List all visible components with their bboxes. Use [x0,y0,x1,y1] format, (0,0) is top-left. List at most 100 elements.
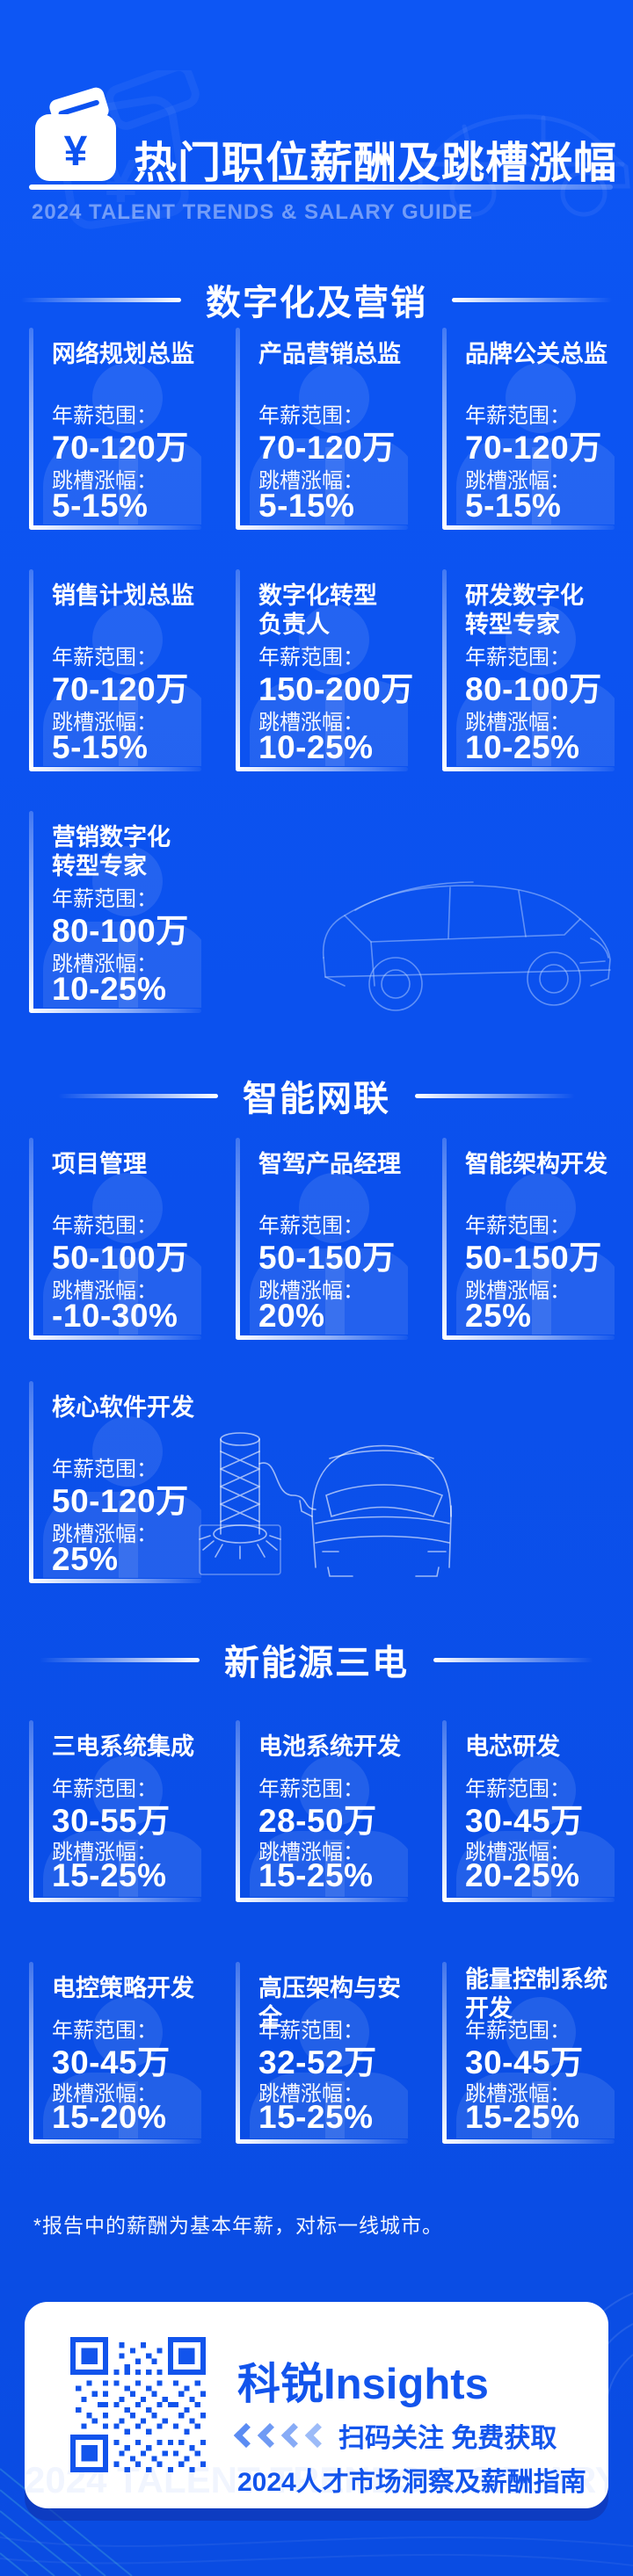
divider-line [21,297,181,302]
hop-value: 10-25% [465,729,580,765]
hop-label: 跳槽涨幅： [465,1279,571,1303]
person-silhouette-icon [449,1138,615,1335]
person-silhouette-icon [449,328,615,525]
salary-value: 32-52万 [258,2044,377,2080]
hop-value: 5-15% [258,488,355,524]
hop-label: 跳槽涨幅： [258,1841,364,1864]
car-watermark-icon [418,114,630,217]
page-subtitle: 2024 TALENT TRENDS & SALARY GUIDE [32,200,473,224]
scan-text: 扫码关注 免费获取 [338,2424,557,2453]
salary-label: 年薪范围： [465,646,571,669]
hop-label: 跳槽涨幅： [465,469,571,493]
salary-label: 年薪范围： [465,1777,571,1801]
hop-value: 20-25% [465,1857,580,1893]
corner-lines-decoration [0,2468,133,2576]
person-silhouette-icon [243,1720,408,1897]
hop-label: 跳槽涨幅： [258,1279,364,1303]
hop-value: 20% [258,1298,325,1334]
job-title: 电控策略开发 [52,1975,194,2001]
person-silhouette-icon [243,1962,408,2138]
salary-label: 年薪范围： [465,2019,571,2043]
suv-wireframe-illustration [322,881,611,1011]
salary-value: 50-150万 [258,1240,396,1276]
salary-label: 年薪范围： [465,1214,571,1238]
person-silhouette-icon [36,811,201,1008]
section-header-intelligent: 智能网联 [0,1070,633,1121]
job-title: 产品营销总监 [258,341,401,367]
job-title: 销售计划总监 [52,582,194,609]
person-silhouette-icon [36,328,201,525]
job-title: 网络规划总监 [52,341,194,367]
salary-label: 年薪范围： [52,2019,157,2043]
wallet-icon [35,114,116,181]
footer-card: 2024 TALENT TRENDS & SALARY GUIDE 科锐Insi… [25,2302,608,2508]
salary-value: 28-50万 [258,1803,377,1839]
salary-value: 50-120万 [52,1483,189,1519]
hop-value: -10-30% [52,1298,178,1334]
section-header-digital: 数字化及营销 [0,274,633,325]
salary-value: 30-45万 [52,2044,171,2080]
salary-value: 30-45万 [465,2044,584,2080]
person-silhouette-icon [449,1962,615,2138]
person-silhouette-icon [36,1381,201,1578]
job-title: 数字化转型 负责人 [258,582,377,638]
hop-value: 5-15% [465,488,562,524]
person-silhouette-icon [449,569,615,766]
job-card: 数字化转型 负责人 年薪范围： 150-200万 跳槽涨幅： 10-25% [236,569,413,771]
job-card: 三电系统集成 年薪范围： 30-55万 跳槽涨幅： 15-25% [29,1720,201,1902]
hop-label: 跳槽涨幅： [465,2082,571,2106]
footer-watermark: 2024 TALENT TRENDS & SALARY GUIDE [25,2459,608,2500]
job-card: 电芯研发 年薪范围： 30-45万 跳槽涨幅： 20-25% [442,1720,615,1902]
footnote: *报告中的薪酬为基本年薪，对标一线城市。 [33,2214,443,2237]
hop-value: 15-25% [258,1857,374,1893]
salary-label: 年薪范围： [52,1777,157,1801]
salary-value: 70-120万 [52,430,189,466]
salary-label: 年薪范围： [52,887,157,911]
hop-label: 跳槽涨幅： [52,711,157,734]
brand-title: 科锐Insights [237,2361,489,2408]
hop-value: 15-25% [258,2099,374,2135]
job-card: 产品营销总监 年薪范围： 70-120万 跳槽涨幅： 5-15% [236,328,408,530]
job-card: 核心软件开发 年薪范围： 50-120万 跳槽涨幅： 25% [29,1381,201,1583]
job-card: 项目管理 年薪范围： 50-100万 跳槽涨幅： -10-30% [29,1138,201,1340]
hop-label: 跳槽涨幅： [258,469,364,493]
hop-label: 跳槽涨幅： [52,1523,157,1546]
hop-label: 跳槽涨幅： [52,1279,157,1303]
job-card: 销售计划总监 年薪范围： 70-120万 跳槽涨幅： 5-15% [29,569,201,771]
yen-icon: ¥ [63,127,88,175]
job-card: 品牌公关总监 年薪范围： 70-120万 跳槽涨幅： 5-15% [442,328,615,530]
hop-value: 5-15% [52,488,149,524]
salary-value: 70-120万 [465,430,602,466]
hop-label: 跳槽涨幅： [52,2082,157,2106]
hop-label: 跳槽涨幅： [258,711,364,734]
job-card: 高压架构与安全 年薪范围： 32-52万 跳槽涨幅： 15-25% [236,1962,408,2144]
hop-value: 25% [465,1298,532,1334]
hop-label: 跳槽涨幅： [52,469,157,493]
person-silhouette-icon [36,1962,201,2138]
job-title: 核心软件开发 [52,1394,194,1421]
guide-text: 2024人才市场洞察及薪酬指南 [237,2468,586,2497]
person-silhouette-icon [36,569,201,766]
hop-value: 15-25% [52,1857,167,1893]
job-title: 智驾产品经理 [258,1151,401,1177]
salary-value: 30-55万 [52,1803,171,1839]
hop-value: 15-25% [465,2099,580,2135]
wallet-watermark-icon: ¥ [55,70,200,229]
qr-code [70,2337,206,2472]
section-title: 智能网联 [243,1080,390,1118]
salary-label: 年薪范围： [465,404,571,428]
chevron-left-icon [304,2422,331,2449]
job-title: 能量控制系统 开发 [465,1966,608,2022]
job-card: 智能架构开发 年薪范围： 50-150万 跳槽涨幅： 25% [442,1138,615,1340]
job-card: 研发数字化 转型专家 年薪范围： 80-100万 跳槽涨幅： 10-25% [442,569,615,771]
job-card: 智驾产品经理 年薪范围： 50-150万 跳槽涨幅： 20% [236,1138,408,1340]
chevron-left-icon [280,2422,307,2449]
section-title: 数字化及营销 [206,284,427,322]
salary-label: 年薪范围： [52,1214,157,1238]
hop-label: 跳槽涨幅： [465,711,571,734]
job-title: 智能架构开发 [465,1151,608,1177]
salary-label: 年薪范围： [52,1458,157,1481]
job-title: 研发数字化 转型专家 [465,582,584,638]
salary-value: 80-100万 [465,671,602,707]
